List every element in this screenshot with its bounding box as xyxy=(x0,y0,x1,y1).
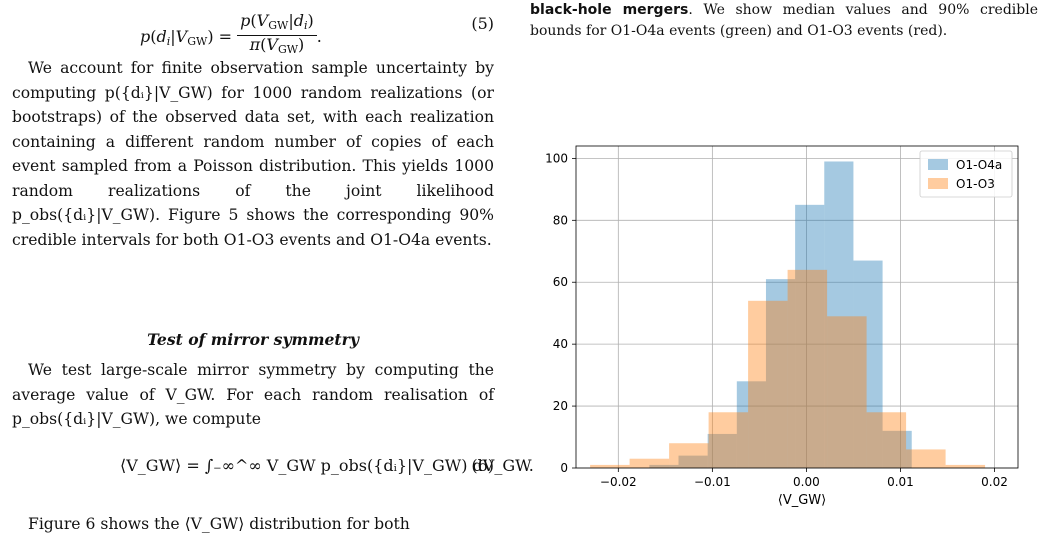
legend-label: O1-O3 xyxy=(956,177,995,191)
x-axis-ticks: −0.02 −0.01 0.00 0.01 0.02 xyxy=(600,468,1008,489)
y-tick-label: 100 xyxy=(545,151,568,165)
paragraph-figure-ref: Figure 6 shows the ⟨V_GW⟩ distribution f… xyxy=(28,515,410,533)
y-axis-ticks: 0 20 40 60 80 100 xyxy=(545,151,576,475)
y-tick-label: 20 xyxy=(553,399,568,413)
histogram-bar xyxy=(678,455,708,468)
y-tick-label: 40 xyxy=(553,337,568,351)
plot-frame xyxy=(575,145,1019,469)
x-axis-label: ⟨V_GW⟩ xyxy=(778,493,826,508)
histogram-bar xyxy=(827,316,867,468)
histogram-bar xyxy=(824,161,854,468)
paragraph-bootstrap: We account for finite observation sample… xyxy=(12,59,494,249)
y-tick-label: 0 xyxy=(560,461,568,475)
histogram-bar xyxy=(787,269,828,468)
histogram-bar xyxy=(866,412,907,468)
paragraph-mirror: We test large-scale mirror symmetry by c… xyxy=(12,361,494,428)
legend-box xyxy=(919,150,1013,198)
y-tick-label: 60 xyxy=(553,275,568,289)
caption-text: . We show median values and 90% credible… xyxy=(530,2,1038,39)
histogram-bar xyxy=(707,433,737,468)
histogram-bar xyxy=(748,300,788,468)
histogram-bar xyxy=(708,412,749,468)
histogram-bar xyxy=(736,381,766,468)
histogram-bar xyxy=(649,464,679,468)
x-tick-label: 0.01 xyxy=(887,475,914,489)
legend-label: O1-O4a xyxy=(956,158,1002,172)
equation-6: ⟨V_GW⟩ = ∫₋∞^∞ V_GW p_obs({dᵢ}|V_GW) dV_… xyxy=(12,444,534,490)
equation-5: p(di|VGW) = p(VGW|di) π(VGW) . (5) xyxy=(140,11,494,57)
histogram-bars xyxy=(590,161,986,469)
equation-number: (5) xyxy=(471,14,494,33)
equation-6-body: ⟨V_GW⟩ = ∫₋∞^∞ V_GW p_obs({dᵢ}|V_GW) dV_… xyxy=(120,456,534,475)
histogram-bar xyxy=(945,464,986,468)
figure-caption: black-hole mergers. We show median value… xyxy=(530,0,1038,42)
histogram-bar xyxy=(795,204,825,469)
legend-swatch xyxy=(928,159,948,170)
equation-number: (6) xyxy=(471,456,494,475)
legend: O1-O4a O1-O3 xyxy=(919,150,1013,198)
histogram-bar xyxy=(590,464,630,468)
histogram-bar xyxy=(669,443,709,468)
caption-bold: black-hole mergers xyxy=(530,2,689,18)
section-heading: Test of mirror symmetry xyxy=(147,330,359,349)
histogram-bar xyxy=(853,260,883,468)
histogram-chart: −0.02 −0.01 0.00 0.01 0.02 0 20 40 60 80 100 ⟨V_G… xyxy=(545,145,1019,508)
legend-swatch xyxy=(928,178,948,189)
histogram-bar xyxy=(906,449,946,468)
histogram-bar xyxy=(629,458,670,468)
histogram-bar xyxy=(882,430,912,468)
x-tick-label: −0.01 xyxy=(694,475,731,489)
x-tick-label: −0.02 xyxy=(600,475,637,489)
x-tick-label: 0.02 xyxy=(981,475,1008,489)
y-tick-label: 80 xyxy=(553,213,568,227)
x-tick-label: 0.00 xyxy=(793,475,820,489)
histogram-bar xyxy=(765,279,796,468)
